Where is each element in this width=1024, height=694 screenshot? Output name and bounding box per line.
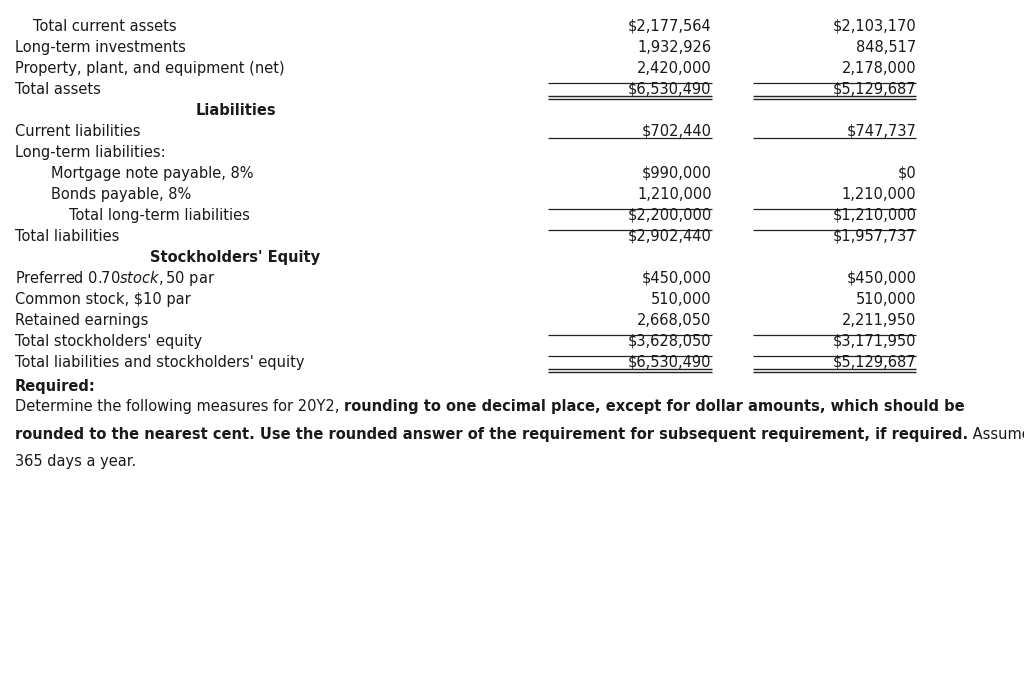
Text: $2,200,000: $2,200,000 (628, 208, 712, 223)
Text: Total assets: Total assets (15, 81, 101, 96)
Text: Required:: Required: (15, 378, 96, 393)
Text: $2,902,440: $2,902,440 (628, 228, 712, 244)
Text: $702,440: $702,440 (642, 124, 712, 139)
Text: $1,957,737: $1,957,737 (833, 228, 916, 244)
Text: 1,210,000: 1,210,000 (637, 187, 712, 201)
Text: $0: $0 (898, 165, 916, 180)
Text: Long-term investments: Long-term investments (15, 40, 186, 55)
Text: 2,668,050: 2,668,050 (637, 312, 712, 328)
Text: 2,211,950: 2,211,950 (842, 312, 916, 328)
Text: $5,129,687: $5,129,687 (833, 81, 916, 96)
Text: Liabilities: Liabilities (196, 103, 275, 117)
Text: $450,000: $450,000 (847, 271, 916, 285)
Text: Total stockholders' equity: Total stockholders' equity (15, 334, 202, 348)
Text: 2,420,000: 2,420,000 (637, 60, 712, 76)
Text: rounding to one decimal place, except for dollar amounts, which should be: rounding to one decimal place, except fo… (344, 399, 965, 414)
Text: 365 days a year.: 365 days a year. (15, 454, 136, 468)
Text: Total liabilities and stockholders' equity: Total liabilities and stockholders' equi… (15, 355, 304, 369)
Text: Long-term liabilities:: Long-term liabilities: (15, 144, 166, 160)
Text: $3,171,950: $3,171,950 (833, 334, 916, 348)
Text: Mortgage note payable, 8%: Mortgage note payable, 8% (51, 165, 254, 180)
Text: Retained earnings: Retained earnings (15, 312, 148, 328)
Text: $2,103,170: $2,103,170 (833, 19, 916, 33)
Text: 848,517: 848,517 (856, 40, 916, 55)
Text: 1,210,000: 1,210,000 (842, 187, 916, 201)
Text: Stockholders' Equity: Stockholders' Equity (151, 250, 321, 264)
Text: rounded to the nearest cent. Use the rounded answer of the requirement for subse: rounded to the nearest cent. Use the rou… (15, 427, 968, 441)
Text: Assume: Assume (968, 427, 1024, 441)
Text: Total current assets: Total current assets (33, 19, 176, 33)
Text: 510,000: 510,000 (856, 291, 916, 307)
Text: $1,210,000: $1,210,000 (833, 208, 916, 223)
Text: Common stock, $10 par: Common stock, $10 par (15, 291, 190, 307)
Text: Bonds payable, 8%: Bonds payable, 8% (51, 187, 191, 201)
Text: $6,530,490: $6,530,490 (628, 355, 712, 369)
Text: 1,932,926: 1,932,926 (638, 40, 712, 55)
Text: $747,737: $747,737 (847, 124, 916, 139)
Text: $450,000: $450,000 (642, 271, 712, 285)
Text: Total liabilities: Total liabilities (15, 228, 120, 244)
Text: Property, plant, and equipment (net): Property, plant, and equipment (net) (15, 60, 285, 76)
Text: Preferred $0.70 stock, $50 par: Preferred $0.70 stock, $50 par (15, 269, 215, 287)
Text: $990,000: $990,000 (642, 165, 712, 180)
Text: $6,530,490: $6,530,490 (628, 81, 712, 96)
Text: $3,628,050: $3,628,050 (628, 334, 712, 348)
Text: Determine the following measures for 20Y2,: Determine the following measures for 20Y… (15, 399, 344, 414)
Text: Current liabilities: Current liabilities (15, 124, 140, 139)
Text: $2,177,564: $2,177,564 (628, 19, 712, 33)
Text: Total long-term liabilities: Total long-term liabilities (69, 208, 250, 223)
Text: 510,000: 510,000 (651, 291, 712, 307)
Text: $5,129,687: $5,129,687 (833, 355, 916, 369)
Text: 2,178,000: 2,178,000 (842, 60, 916, 76)
